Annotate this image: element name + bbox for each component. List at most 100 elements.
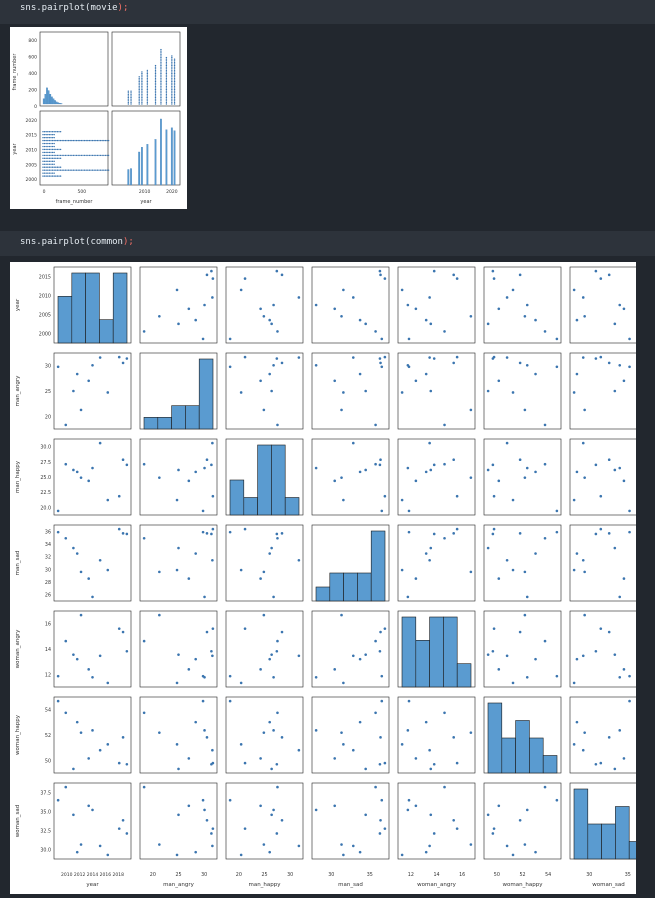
- tick-label: 30: [45, 567, 51, 573]
- scatter-point: [203, 808, 206, 812]
- scatter-point: [42, 131, 44, 133]
- scatter-point: [160, 55, 162, 57]
- scatter-point: [243, 277, 247, 280]
- scatter-point: [424, 720, 428, 724]
- scatter-point: [154, 101, 157, 104]
- tick-label: 30.0: [40, 445, 51, 451]
- scatter-point: [505, 356, 509, 359]
- scatter-point: [91, 169, 94, 171]
- code-cell-1[interactable]: sns.pairplot(movie);: [0, 0, 655, 24]
- scatter-point: [171, 98, 173, 100]
- scatter-point: [572, 681, 576, 685]
- scatter-point: [211, 748, 214, 752]
- scatter-point: [378, 649, 382, 653]
- scatter-point: [42, 136, 44, 139]
- code-cell-2[interactable]: sns.pairplot(common);: [0, 231, 655, 256]
- scatter-point: [43, 160, 46, 163]
- scatter-point: [138, 103, 140, 105]
- scatter-point: [340, 731, 343, 734]
- scatter-point: [400, 853, 404, 857]
- scatter-point: [171, 77, 173, 80]
- scatter-point: [77, 169, 79, 171]
- scatter-point: [138, 96, 140, 99]
- scatter-point: [443, 330, 446, 333]
- code-line-1: sns.pairplot(movie);: [20, 2, 128, 14]
- scatter-point: [48, 154, 51, 157]
- scatter-point: [43, 139, 46, 142]
- tick-label: 2005: [26, 162, 38, 168]
- scatter-point: [272, 675, 275, 679]
- scatter-point: [380, 337, 384, 341]
- scatter-point: [51, 175, 54, 177]
- scatter-point: [42, 154, 44, 157]
- scatter-point: [91, 729, 94, 732]
- scatter-point: [607, 458, 611, 462]
- code-paren-1: );: [117, 3, 129, 13]
- hist-bar: [52, 98, 55, 105]
- scatter-point: [572, 743, 576, 746]
- tick-label: 27.5: [40, 460, 51, 466]
- scatter-point: [575, 372, 579, 376]
- scatter-point: [455, 827, 459, 830]
- scatter-point: [505, 654, 509, 658]
- scatter-point: [171, 87, 173, 89]
- scatter-point: [47, 131, 49, 133]
- tick-label: 800: [28, 38, 37, 44]
- scatter-point: [160, 71, 162, 73]
- scatter-point: [98, 154, 100, 157]
- scatter-point: [61, 154, 63, 157]
- scatter-point: [171, 55, 173, 57]
- scatter-point: [618, 364, 622, 367]
- scatter-point: [141, 96, 143, 99]
- scatter-point: [87, 379, 90, 383]
- tick-label: 12: [45, 672, 51, 678]
- scatter-point: [72, 154, 75, 157]
- scatter-point: [146, 95, 149, 97]
- scatter-point: [613, 322, 617, 326]
- scatter-point: [45, 133, 47, 136]
- scatter-point: [75, 657, 79, 661]
- scatter-point: [455, 277, 459, 280]
- tick-label: 20: [150, 872, 156, 878]
- scatter-point: [342, 743, 345, 746]
- scatter-point: [53, 148, 55, 151]
- scatter-point: [414, 577, 418, 580]
- scatter-point: [141, 72, 143, 75]
- hist-bar: [44, 93, 47, 105]
- scatter-point: [171, 68, 173, 70]
- scatter-point: [407, 699, 411, 703]
- scatter-point: [378, 357, 382, 360]
- scatter-point: [383, 761, 387, 765]
- scatter-point: [106, 139, 108, 142]
- tick-label: 35: [625, 872, 631, 878]
- scatter-point: [160, 52, 162, 54]
- scatter-point: [599, 627, 603, 630]
- scatter-point: [518, 458, 522, 462]
- scatter-point: [55, 131, 57, 133]
- scatter-point: [75, 372, 79, 376]
- scatter-point: [146, 72, 149, 75]
- scatter-point: [64, 462, 68, 466]
- scatter-point: [91, 675, 94, 679]
- scatter-point: [575, 657, 579, 661]
- scatter-point: [146, 69, 149, 72]
- scatter-point: [64, 423, 68, 427]
- scatter-point: [314, 729, 318, 732]
- scatter-point: [127, 90, 130, 92]
- scatter-point: [259, 307, 262, 311]
- scatter-point: [154, 95, 157, 97]
- scatter-point: [104, 139, 107, 142]
- scatter-point: [107, 139, 110, 142]
- scatter-point: [239, 853, 243, 857]
- scatter-point: [160, 50, 162, 52]
- scatter-point: [275, 357, 279, 360]
- scatter-point: [160, 68, 162, 70]
- scatter-point: [58, 131, 60, 133]
- scatter-point: [505, 296, 509, 299]
- scatter-point: [175, 288, 179, 292]
- scatter-point: [80, 169, 83, 171]
- scatter-point: [583, 570, 586, 574]
- scatter-point: [400, 568, 404, 572]
- scatter-point: [58, 139, 60, 142]
- hist-bar: [542, 755, 558, 774]
